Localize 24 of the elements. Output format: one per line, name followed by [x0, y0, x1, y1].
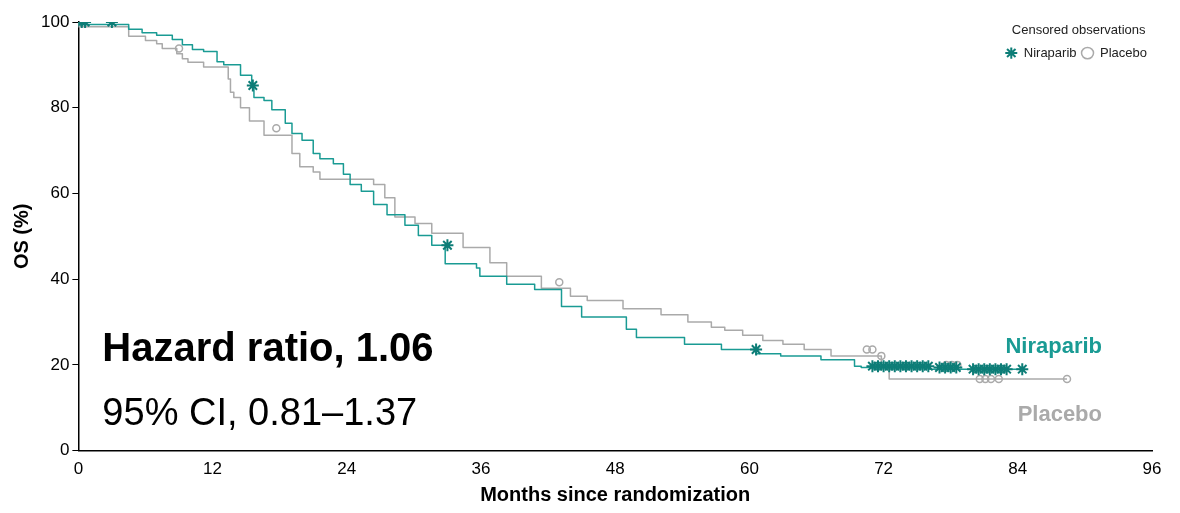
y-tick-label: 100 [40, 11, 70, 31]
legend-label: Placebo [1100, 44, 1148, 60]
y-tick-label: 0 [59, 440, 70, 460]
y-tick-label: 40 [50, 268, 70, 288]
x-axis-title: Months since randomization [480, 482, 751, 505]
x-tick-label: 84 [1008, 459, 1028, 479]
y-axis-title: OS (%) [9, 203, 32, 270]
y-tick-label: 20 [50, 354, 70, 374]
x-tick-label: 60 [739, 459, 759, 479]
legend-label: Niraparib [1023, 44, 1077, 60]
annotation: Hazard ratio, 1.06 [102, 324, 434, 369]
x-tick-label: 72 [874, 459, 894, 479]
x-tick-label: 12 [203, 459, 223, 479]
y-tick-label: 60 [50, 183, 70, 203]
series-label: Placebo [1017, 401, 1103, 427]
x-tick-label: 96 [1142, 459, 1162, 479]
annotation: 95% CI, 0.81–1.37 [102, 390, 418, 433]
x-tick-label: 0 [73, 459, 84, 479]
series-label: Niraparib [1005, 333, 1103, 359]
x-tick-label: 36 [471, 459, 491, 479]
y-tick-label: 80 [50, 97, 70, 117]
x-tick-label: 24 [337, 459, 357, 479]
legend-title: Censored observations [1011, 22, 1146, 38]
x-tick-label: 48 [605, 459, 625, 479]
